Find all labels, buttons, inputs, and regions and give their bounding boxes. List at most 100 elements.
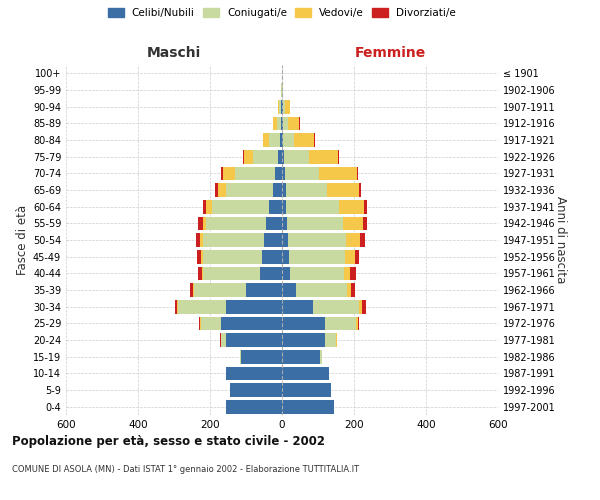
Bar: [194, 283, 246, 297]
Bar: [289, 233, 346, 247]
Bar: [235, 166, 275, 180]
Bar: [319, 166, 357, 180]
Text: Maschi: Maschi: [147, 46, 201, 60]
Bar: [280, 100, 281, 114]
Bar: [325, 316, 356, 330]
Bar: [359, 300, 362, 314]
Bar: [336, 333, 337, 347]
Bar: [212, 200, 269, 213]
Bar: [230, 383, 282, 397]
Bar: [269, 200, 282, 213]
Bar: [226, 400, 282, 413]
Bar: [286, 200, 338, 213]
Bar: [296, 283, 347, 297]
Bar: [282, 300, 313, 314]
Bar: [285, 166, 319, 180]
Bar: [253, 150, 278, 164]
Bar: [278, 150, 282, 164]
Bar: [346, 233, 361, 247]
Bar: [314, 133, 315, 147]
Bar: [282, 200, 286, 213]
Text: Popolazione per età, sesso e stato civile - 2002: Popolazione per età, sesso e stato civil…: [12, 435, 325, 448]
Bar: [284, 150, 309, 164]
Bar: [246, 283, 282, 297]
Bar: [282, 366, 329, 380]
Bar: [287, 216, 343, 230]
Bar: [289, 250, 345, 264]
Bar: [264, 233, 282, 247]
Bar: [244, 150, 253, 164]
Bar: [284, 100, 290, 114]
Bar: [282, 400, 334, 413]
Bar: [200, 233, 203, 247]
Bar: [282, 116, 283, 130]
Bar: [221, 333, 226, 347]
Bar: [203, 216, 206, 230]
Bar: [309, 150, 338, 164]
Bar: [283, 133, 294, 147]
Bar: [343, 216, 363, 230]
Bar: [357, 166, 358, 180]
Bar: [286, 183, 327, 197]
Bar: [260, 266, 282, 280]
Bar: [282, 233, 289, 247]
Bar: [338, 200, 364, 213]
Bar: [206, 200, 212, 213]
Bar: [178, 300, 226, 314]
Bar: [356, 316, 358, 330]
Bar: [218, 183, 226, 197]
Bar: [347, 283, 351, 297]
Bar: [345, 250, 355, 264]
Bar: [282, 133, 283, 147]
Bar: [198, 266, 202, 280]
Bar: [177, 300, 178, 314]
Bar: [282, 383, 331, 397]
Bar: [203, 266, 260, 280]
Bar: [344, 266, 350, 280]
Bar: [290, 266, 344, 280]
Bar: [282, 183, 286, 197]
Bar: [226, 366, 282, 380]
Bar: [278, 100, 280, 114]
Bar: [206, 216, 266, 230]
Bar: [199, 216, 203, 230]
Bar: [199, 316, 200, 330]
Bar: [325, 333, 336, 347]
Bar: [313, 300, 359, 314]
Y-axis label: Fasce di età: Fasce di età: [16, 205, 29, 275]
Bar: [351, 283, 355, 297]
Bar: [202, 266, 203, 280]
Bar: [269, 133, 280, 147]
Bar: [280, 133, 282, 147]
Bar: [203, 250, 262, 264]
Legend: Celibi/Nubili, Coniugati/e, Vedovi/e, Divorziati/e: Celibi/Nubili, Coniugati/e, Vedovi/e, Di…: [108, 8, 456, 18]
Bar: [262, 250, 282, 264]
Bar: [203, 233, 264, 247]
Text: COMUNE DI ASOLA (MN) - Dati ISTAT 1° gennaio 2002 - Elaborazione TUTTITALIA.IT: COMUNE DI ASOLA (MN) - Dati ISTAT 1° gen…: [12, 465, 359, 474]
Bar: [294, 133, 314, 147]
Bar: [289, 116, 299, 130]
Bar: [190, 283, 193, 297]
Bar: [282, 100, 283, 114]
Bar: [359, 183, 361, 197]
Bar: [201, 316, 221, 330]
Bar: [358, 316, 359, 330]
Bar: [196, 233, 200, 247]
Bar: [282, 316, 325, 330]
Bar: [203, 200, 206, 213]
Bar: [355, 250, 359, 264]
Bar: [282, 333, 325, 347]
Bar: [281, 100, 282, 114]
Bar: [273, 183, 282, 197]
Bar: [197, 250, 201, 264]
Bar: [281, 116, 282, 130]
Bar: [221, 166, 223, 180]
Bar: [282, 166, 285, 180]
Bar: [201, 250, 203, 264]
Bar: [273, 116, 277, 130]
Bar: [282, 250, 289, 264]
Y-axis label: Anni di nascita: Anni di nascita: [554, 196, 567, 284]
Bar: [282, 283, 296, 297]
Bar: [338, 150, 339, 164]
Bar: [200, 316, 201, 330]
